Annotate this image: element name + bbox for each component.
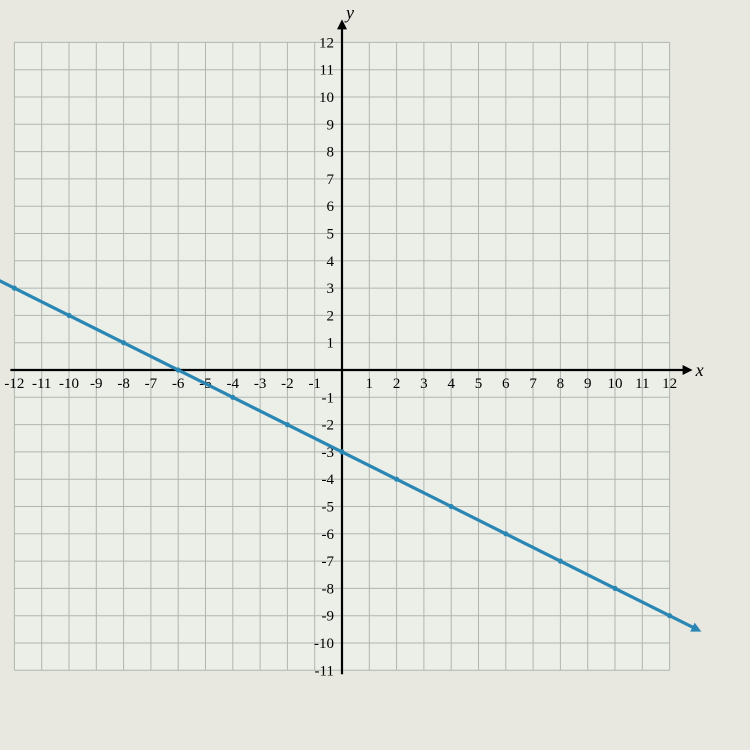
- line-point-marker: [176, 367, 181, 372]
- y-tick-label: 1: [327, 336, 335, 352]
- x-tick-label: 2: [393, 376, 401, 392]
- x-tick-label: 12: [662, 376, 677, 392]
- line-point-marker: [612, 586, 617, 591]
- y-tick-label: 8: [327, 145, 335, 161]
- x-tick-label: 3: [420, 376, 428, 392]
- line-point-marker: [503, 531, 508, 536]
- y-tick-label: -9: [322, 609, 335, 625]
- y-tick-label: 5: [327, 227, 335, 243]
- y-tick-label: -11: [315, 663, 334, 679]
- x-tick-label: 7: [529, 376, 537, 392]
- x-tick-label: -10: [59, 376, 79, 392]
- x-tick-label: -6: [172, 376, 185, 392]
- line-point-marker: [230, 395, 235, 400]
- y-tick-label: 10: [319, 90, 334, 106]
- x-tick-label: -8: [117, 376, 130, 392]
- y-axis-label: y: [344, 2, 354, 22]
- x-tick-label: 9: [584, 376, 592, 392]
- x-tick-label: -4: [227, 376, 240, 392]
- x-axis-label: x: [695, 360, 704, 380]
- x-tick-label: -9: [90, 376, 103, 392]
- y-tick-label: 6: [327, 199, 335, 215]
- line-point-marker: [66, 313, 71, 318]
- y-tick-label: 3: [327, 281, 335, 297]
- x-tick-label: -7: [145, 376, 158, 392]
- x-tick-label: 8: [557, 376, 565, 392]
- x-tick-label: 4: [447, 376, 455, 392]
- x-tick-label: -1: [308, 376, 321, 392]
- y-tick-label: -1: [322, 390, 335, 406]
- line-point-marker: [12, 286, 17, 291]
- y-tick-label: -5: [322, 500, 335, 516]
- line-point-marker: [558, 559, 563, 564]
- coordinate-plane-chart: -12-11-10-9-8-7-6-5-4-3-2-11234567891011…: [0, 0, 750, 750]
- chart-svg: -12-11-10-9-8-7-6-5-4-3-2-11234567891011…: [0, 0, 750, 750]
- y-tick-label: -10: [314, 636, 334, 652]
- line-point-marker: [667, 613, 672, 618]
- x-tick-label: -2: [281, 376, 294, 392]
- y-tick-label: -4: [322, 472, 335, 488]
- y-tick-label: 7: [327, 172, 335, 188]
- y-tick-label: -7: [322, 554, 335, 570]
- x-tick-label: 5: [475, 376, 483, 392]
- line-point-marker: [121, 340, 126, 345]
- x-tick-label: 1: [366, 376, 374, 392]
- y-tick-label: 2: [327, 308, 335, 324]
- x-tick-label: 11: [635, 376, 649, 392]
- line-point-marker: [285, 422, 290, 427]
- y-tick-label: -8: [322, 581, 335, 597]
- y-tick-label: -6: [322, 527, 335, 543]
- y-tick-label: 11: [320, 63, 334, 79]
- x-tick-label: -3: [254, 376, 267, 392]
- line-point-marker: [394, 477, 399, 482]
- x-tick-label: -12: [4, 376, 24, 392]
- y-tick-label: 4: [327, 254, 335, 270]
- x-tick-label: 6: [502, 376, 510, 392]
- y-tick-label: -2: [322, 418, 335, 434]
- x-tick-label: -11: [32, 376, 51, 392]
- line-point-marker: [339, 449, 344, 454]
- y-tick-label: 12: [319, 35, 334, 51]
- line-point-marker: [449, 504, 454, 509]
- y-tick-label: 9: [327, 117, 335, 133]
- x-tick-label: 10: [608, 376, 623, 392]
